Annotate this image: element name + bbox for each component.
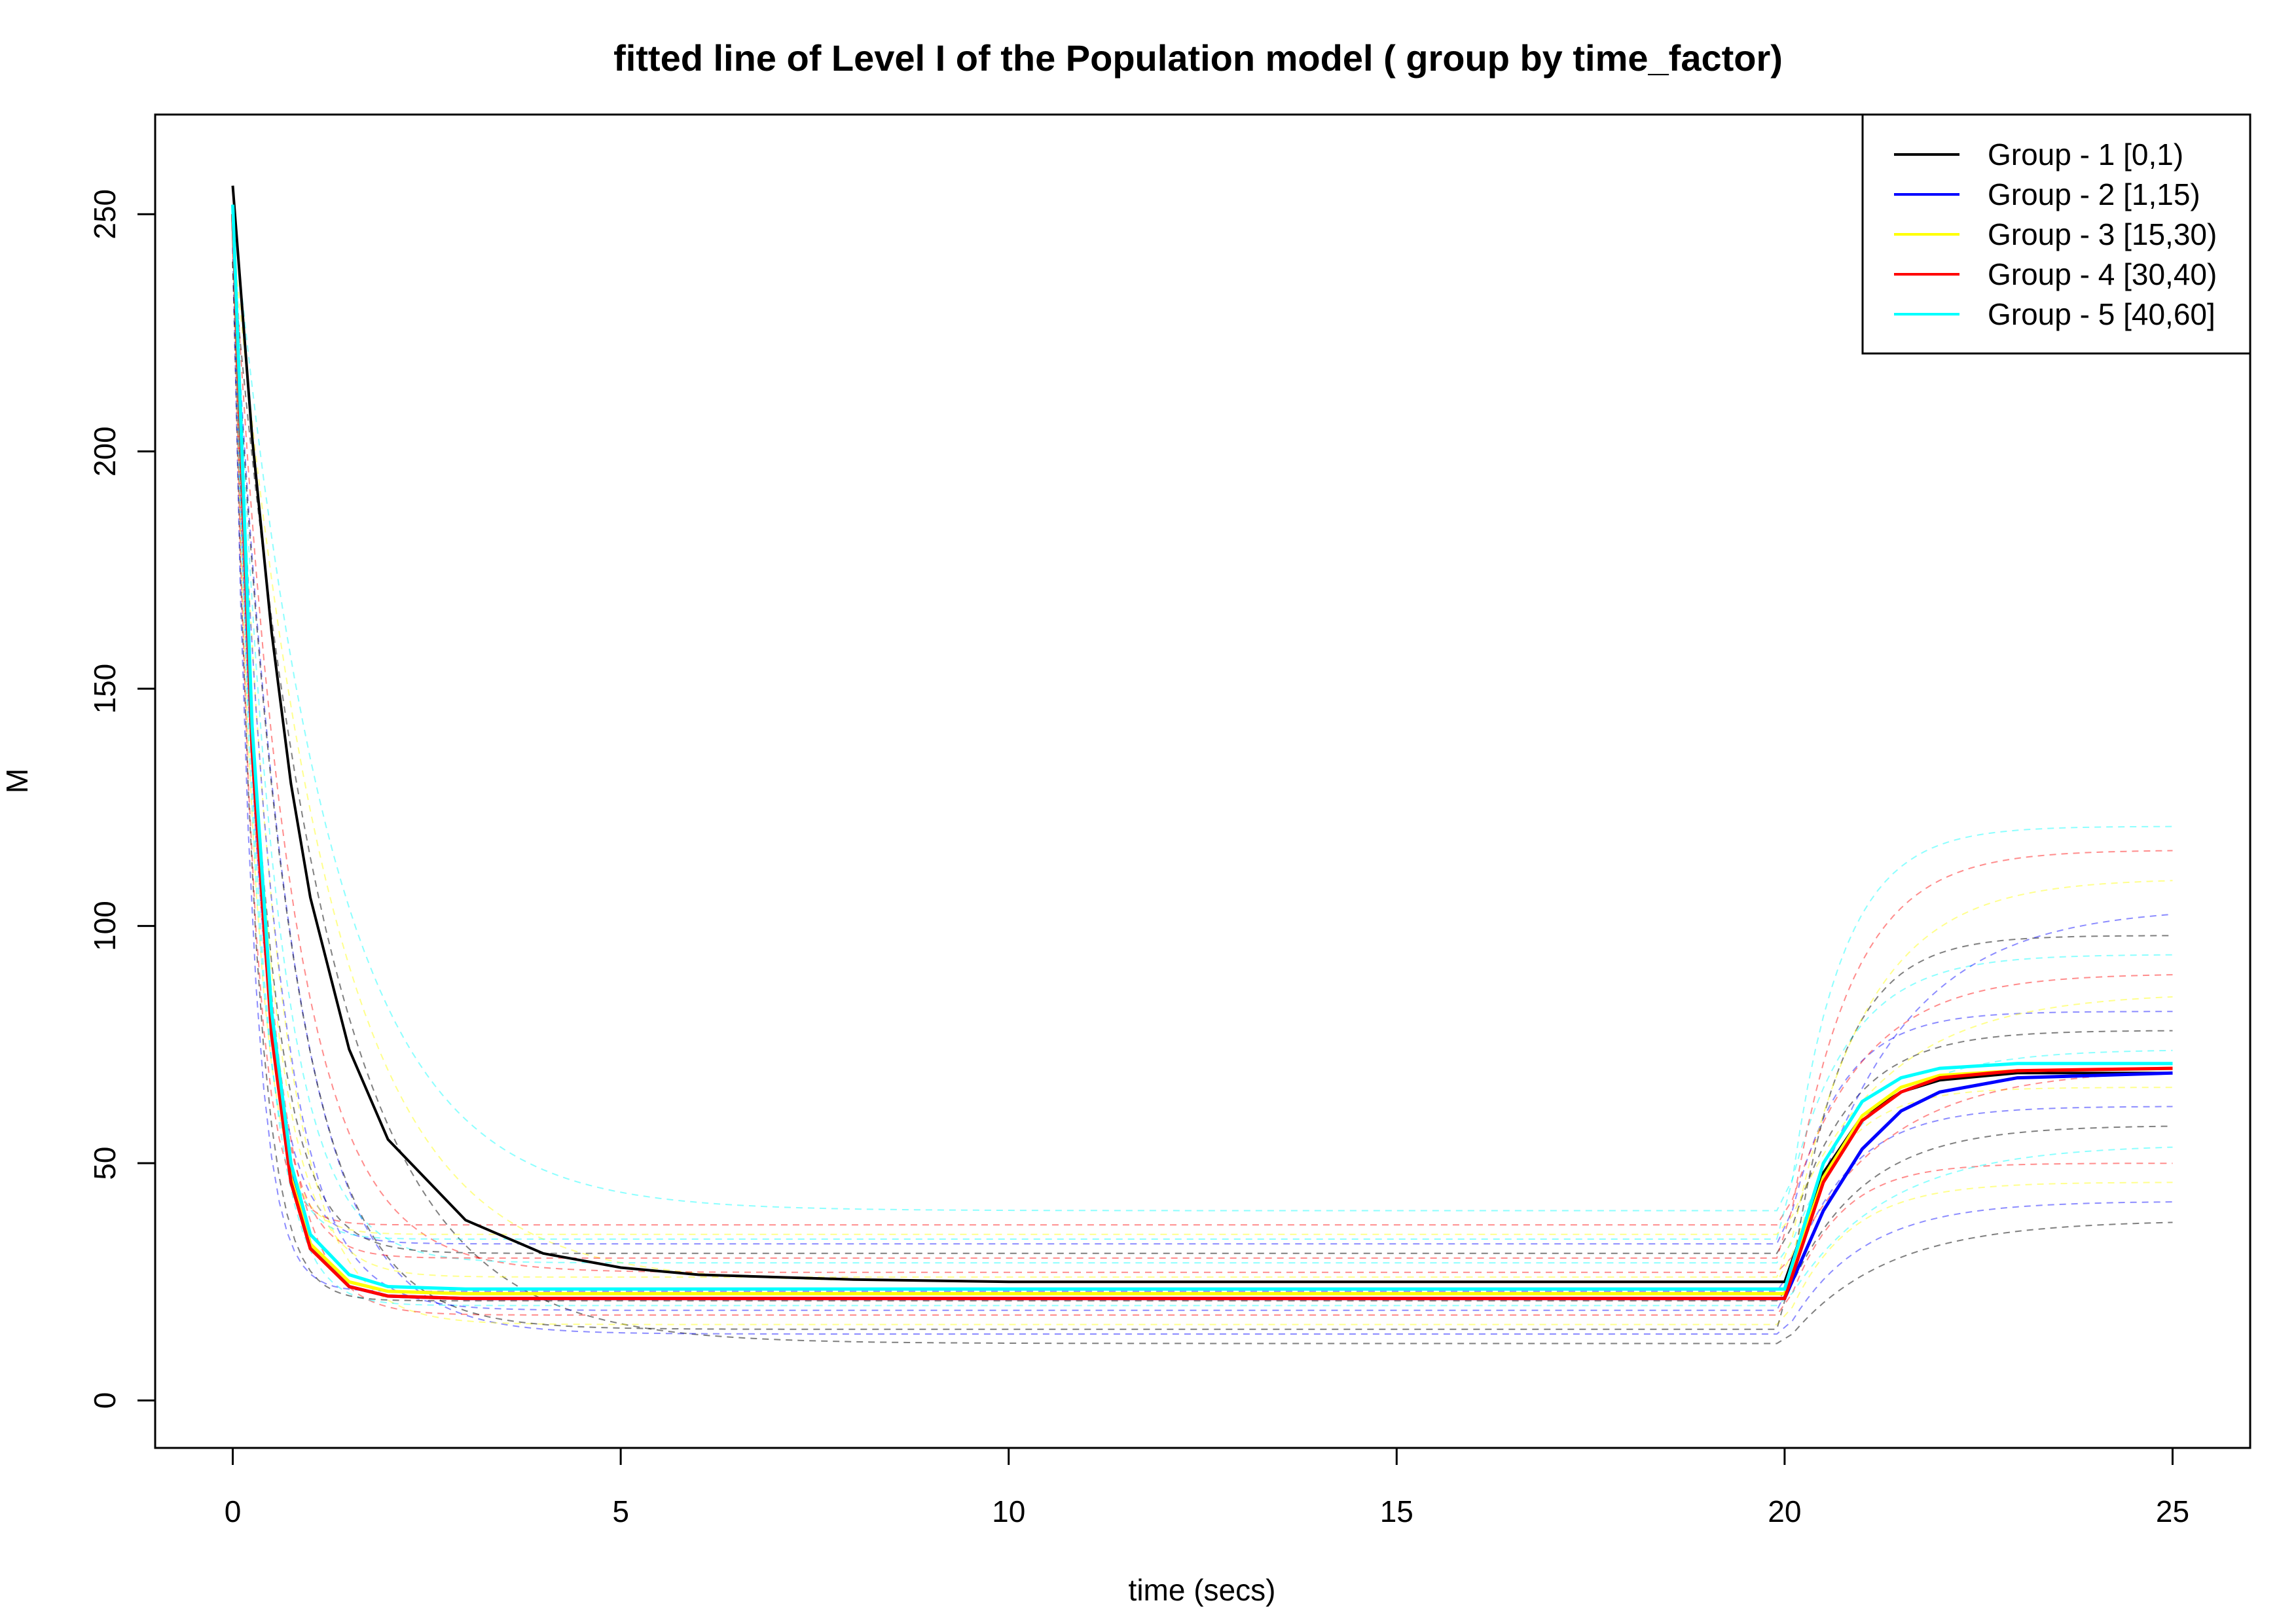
x-axis-label: time (secs) — [1129, 1573, 1276, 1607]
legend: Group - 1 [0,1) Group - 2 [1,15) Group - 3… — [1861, 113, 2251, 355]
series-line-group-4 — [231, 214, 2173, 1301]
y-axis: 0 50 100 150 200 250 — [88, 189, 155, 1409]
x-tick-label: 15 — [1380, 1494, 1413, 1528]
y-tick-label: 200 — [88, 426, 122, 477]
x-tick-label: 20 — [1768, 1494, 1801, 1528]
individual-curve — [232, 261, 2173, 1254]
legend-item-label: Group - 1 [0,1) — [1988, 137, 2183, 171]
y-tick-label: 250 — [88, 189, 122, 240]
x-tick-label: 5 — [612, 1494, 629, 1528]
individual-curve — [232, 261, 2173, 1344]
individual-curve — [232, 204, 2173, 1307]
individual-curve — [232, 219, 2173, 1259]
y-tick-label: 0 — [88, 1392, 122, 1409]
individual-curve — [232, 204, 2173, 1240]
series-line-group-5 — [231, 204, 2173, 1291]
legend-item-label: Group - 5 [40,60] — [1988, 297, 2215, 331]
individual-curve — [232, 247, 2173, 1335]
legend-item-label: Group - 2 [1,15) — [1988, 177, 2200, 211]
legend-item-label: Group - 3 [15,30) — [1988, 217, 2217, 251]
individual-curve — [232, 233, 2173, 1235]
individual-curve — [232, 247, 2173, 1245]
individual-curve — [232, 261, 2173, 1302]
chart-title: fitted line of Level I of the Population… — [613, 37, 1783, 79]
y-tick-label: 150 — [88, 664, 122, 714]
y-tick-label: 100 — [88, 901, 122, 951]
legend-item-label: Group - 4 [30,40) — [1988, 257, 2217, 291]
y-tick-label: 50 — [88, 1146, 122, 1180]
individual-curve — [232, 233, 2173, 1278]
individual-curve — [232, 219, 2173, 1273]
individual-curve — [232, 204, 2173, 1264]
background-curves — [232, 204, 2173, 1344]
y-axis-label: M — [0, 768, 34, 793]
individual-curve — [232, 219, 2173, 1226]
individual-curve — [232, 261, 2173, 1330]
x-tick-label: 0 — [225, 1494, 242, 1528]
individual-curve — [232, 247, 2173, 1311]
x-tick-label: 25 — [2156, 1494, 2189, 1528]
individual-curve — [232, 247, 2173, 1292]
x-axis: 0 5 10 15 20 25 — [225, 1447, 2189, 1528]
individual-curve — [232, 233, 2173, 1326]
x-tick-label: 10 — [992, 1494, 1025, 1528]
series-line-group-2 — [231, 214, 2173, 1301]
individual-curve — [232, 204, 2173, 1212]
individual-curve — [232, 219, 2173, 1316]
group-curves — [231, 185, 2173, 1301]
individual-curve — [232, 233, 2173, 1283]
